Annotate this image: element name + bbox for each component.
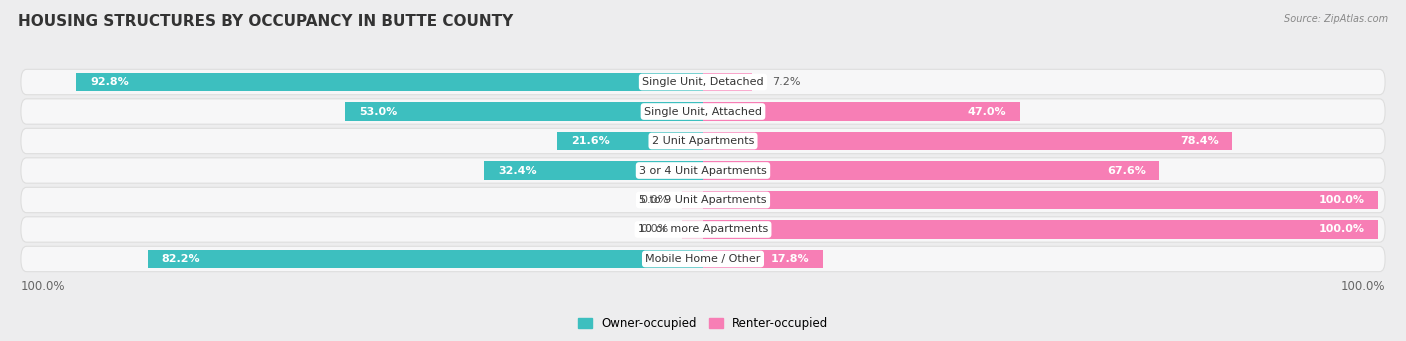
Text: Mobile Home / Other: Mobile Home / Other bbox=[645, 254, 761, 264]
Text: 10 or more Apartments: 10 or more Apartments bbox=[638, 224, 768, 235]
Text: HOUSING STRUCTURES BY OCCUPANCY IN BUTTE COUNTY: HOUSING STRUCTURES BY OCCUPANCY IN BUTTE… bbox=[18, 14, 513, 29]
Text: 82.2%: 82.2% bbox=[162, 254, 201, 264]
FancyBboxPatch shape bbox=[21, 99, 1385, 124]
Text: 100.0%: 100.0% bbox=[1319, 195, 1364, 205]
Text: 100.0%: 100.0% bbox=[1319, 224, 1364, 235]
FancyBboxPatch shape bbox=[21, 69, 1385, 95]
Text: 100.0%: 100.0% bbox=[1340, 280, 1385, 293]
Bar bbox=[484, 161, 703, 180]
Text: 100.0%: 100.0% bbox=[21, 280, 66, 293]
Bar bbox=[703, 132, 1232, 150]
Text: 3 or 4 Unit Apartments: 3 or 4 Unit Apartments bbox=[640, 165, 766, 176]
FancyBboxPatch shape bbox=[21, 217, 1385, 242]
Text: 92.8%: 92.8% bbox=[90, 77, 129, 87]
Text: 67.6%: 67.6% bbox=[1107, 165, 1146, 176]
Bar bbox=[703, 73, 752, 91]
Text: 32.4%: 32.4% bbox=[498, 165, 537, 176]
Text: 0.0%: 0.0% bbox=[640, 224, 669, 235]
Text: 21.6%: 21.6% bbox=[571, 136, 610, 146]
FancyBboxPatch shape bbox=[21, 158, 1385, 183]
Text: 78.4%: 78.4% bbox=[1180, 136, 1219, 146]
Text: 17.8%: 17.8% bbox=[770, 254, 810, 264]
Text: 53.0%: 53.0% bbox=[359, 106, 396, 117]
Text: 0.0%: 0.0% bbox=[640, 195, 669, 205]
Bar bbox=[344, 102, 703, 121]
Text: 47.0%: 47.0% bbox=[967, 106, 1007, 117]
Text: Single Unit, Attached: Single Unit, Attached bbox=[644, 106, 762, 117]
Text: Source: ZipAtlas.com: Source: ZipAtlas.com bbox=[1284, 14, 1388, 24]
Bar bbox=[148, 250, 703, 268]
Text: Single Unit, Detached: Single Unit, Detached bbox=[643, 77, 763, 87]
Bar bbox=[76, 73, 703, 91]
Bar bbox=[703, 191, 1378, 209]
FancyBboxPatch shape bbox=[21, 128, 1385, 154]
Text: 2 Unit Apartments: 2 Unit Apartments bbox=[652, 136, 754, 146]
Text: 7.2%: 7.2% bbox=[772, 77, 801, 87]
Bar bbox=[703, 161, 1160, 180]
Bar bbox=[682, 220, 703, 239]
Legend: Owner-occupied, Renter-occupied: Owner-occupied, Renter-occupied bbox=[572, 312, 834, 335]
Bar bbox=[557, 132, 703, 150]
FancyBboxPatch shape bbox=[21, 246, 1385, 272]
Bar bbox=[682, 191, 703, 209]
Bar bbox=[703, 220, 1378, 239]
FancyBboxPatch shape bbox=[21, 187, 1385, 213]
Text: 5 to 9 Unit Apartments: 5 to 9 Unit Apartments bbox=[640, 195, 766, 205]
Bar bbox=[703, 102, 1021, 121]
Bar bbox=[703, 250, 823, 268]
